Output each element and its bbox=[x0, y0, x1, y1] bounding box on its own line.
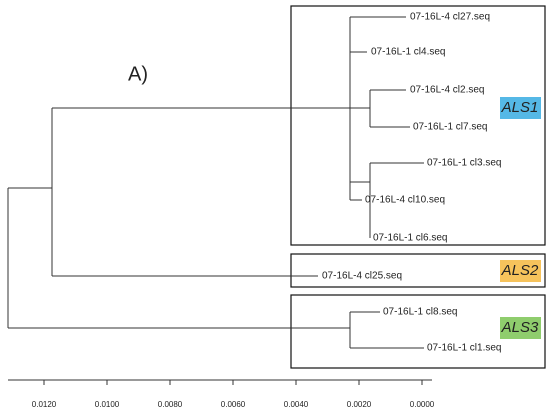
group-box bbox=[290, 253, 546, 288]
tick-label: 0.0060 bbox=[221, 400, 246, 409]
tick-label: 0.0020 bbox=[347, 400, 372, 409]
leaf-label: 07-16L-1 cl3.seq bbox=[427, 158, 502, 169]
leaf-label: 07-16L-1 cl7.seq bbox=[413, 122, 488, 133]
tick-label: 0.0000 bbox=[410, 400, 435, 409]
leaf-label: 07-16L-1 cl8.seq bbox=[383, 307, 458, 318]
group-box bbox=[290, 294, 546, 369]
branches bbox=[7, 16, 424, 349]
tick-label: 0.0080 bbox=[158, 400, 183, 409]
panel-label: A) bbox=[128, 63, 148, 85]
leaf-label: 07-16L-4 cl27.seq bbox=[410, 12, 490, 23]
group-label: ALS2 bbox=[501, 262, 539, 279]
group-badge bbox=[500, 97, 541, 119]
leaf-label: 07-16L-4 cl2.seq bbox=[410, 85, 485, 96]
group-label: ALS1 bbox=[501, 99, 539, 116]
group-box bbox=[290, 5, 546, 246]
tick-label: 0.0040 bbox=[284, 400, 309, 409]
leaf-label: 07-16L-1 cl6.seq bbox=[373, 233, 448, 244]
leaf-label: 07-16L-1 cl4.seq bbox=[371, 47, 446, 58]
group-badge bbox=[500, 260, 541, 282]
tick-label: 0.0100 bbox=[95, 400, 120, 409]
leaf-label: 07-16L-1 cl1.seq bbox=[427, 343, 502, 354]
group-badge bbox=[500, 317, 541, 339]
tick-label: 0.0120 bbox=[32, 400, 57, 409]
leaf-label: 07-16L-4 cl25.seq bbox=[322, 271, 402, 282]
group-label: ALS3 bbox=[501, 319, 539, 336]
leaf-label: 07-16L-4 cl10.seq bbox=[365, 195, 445, 206]
